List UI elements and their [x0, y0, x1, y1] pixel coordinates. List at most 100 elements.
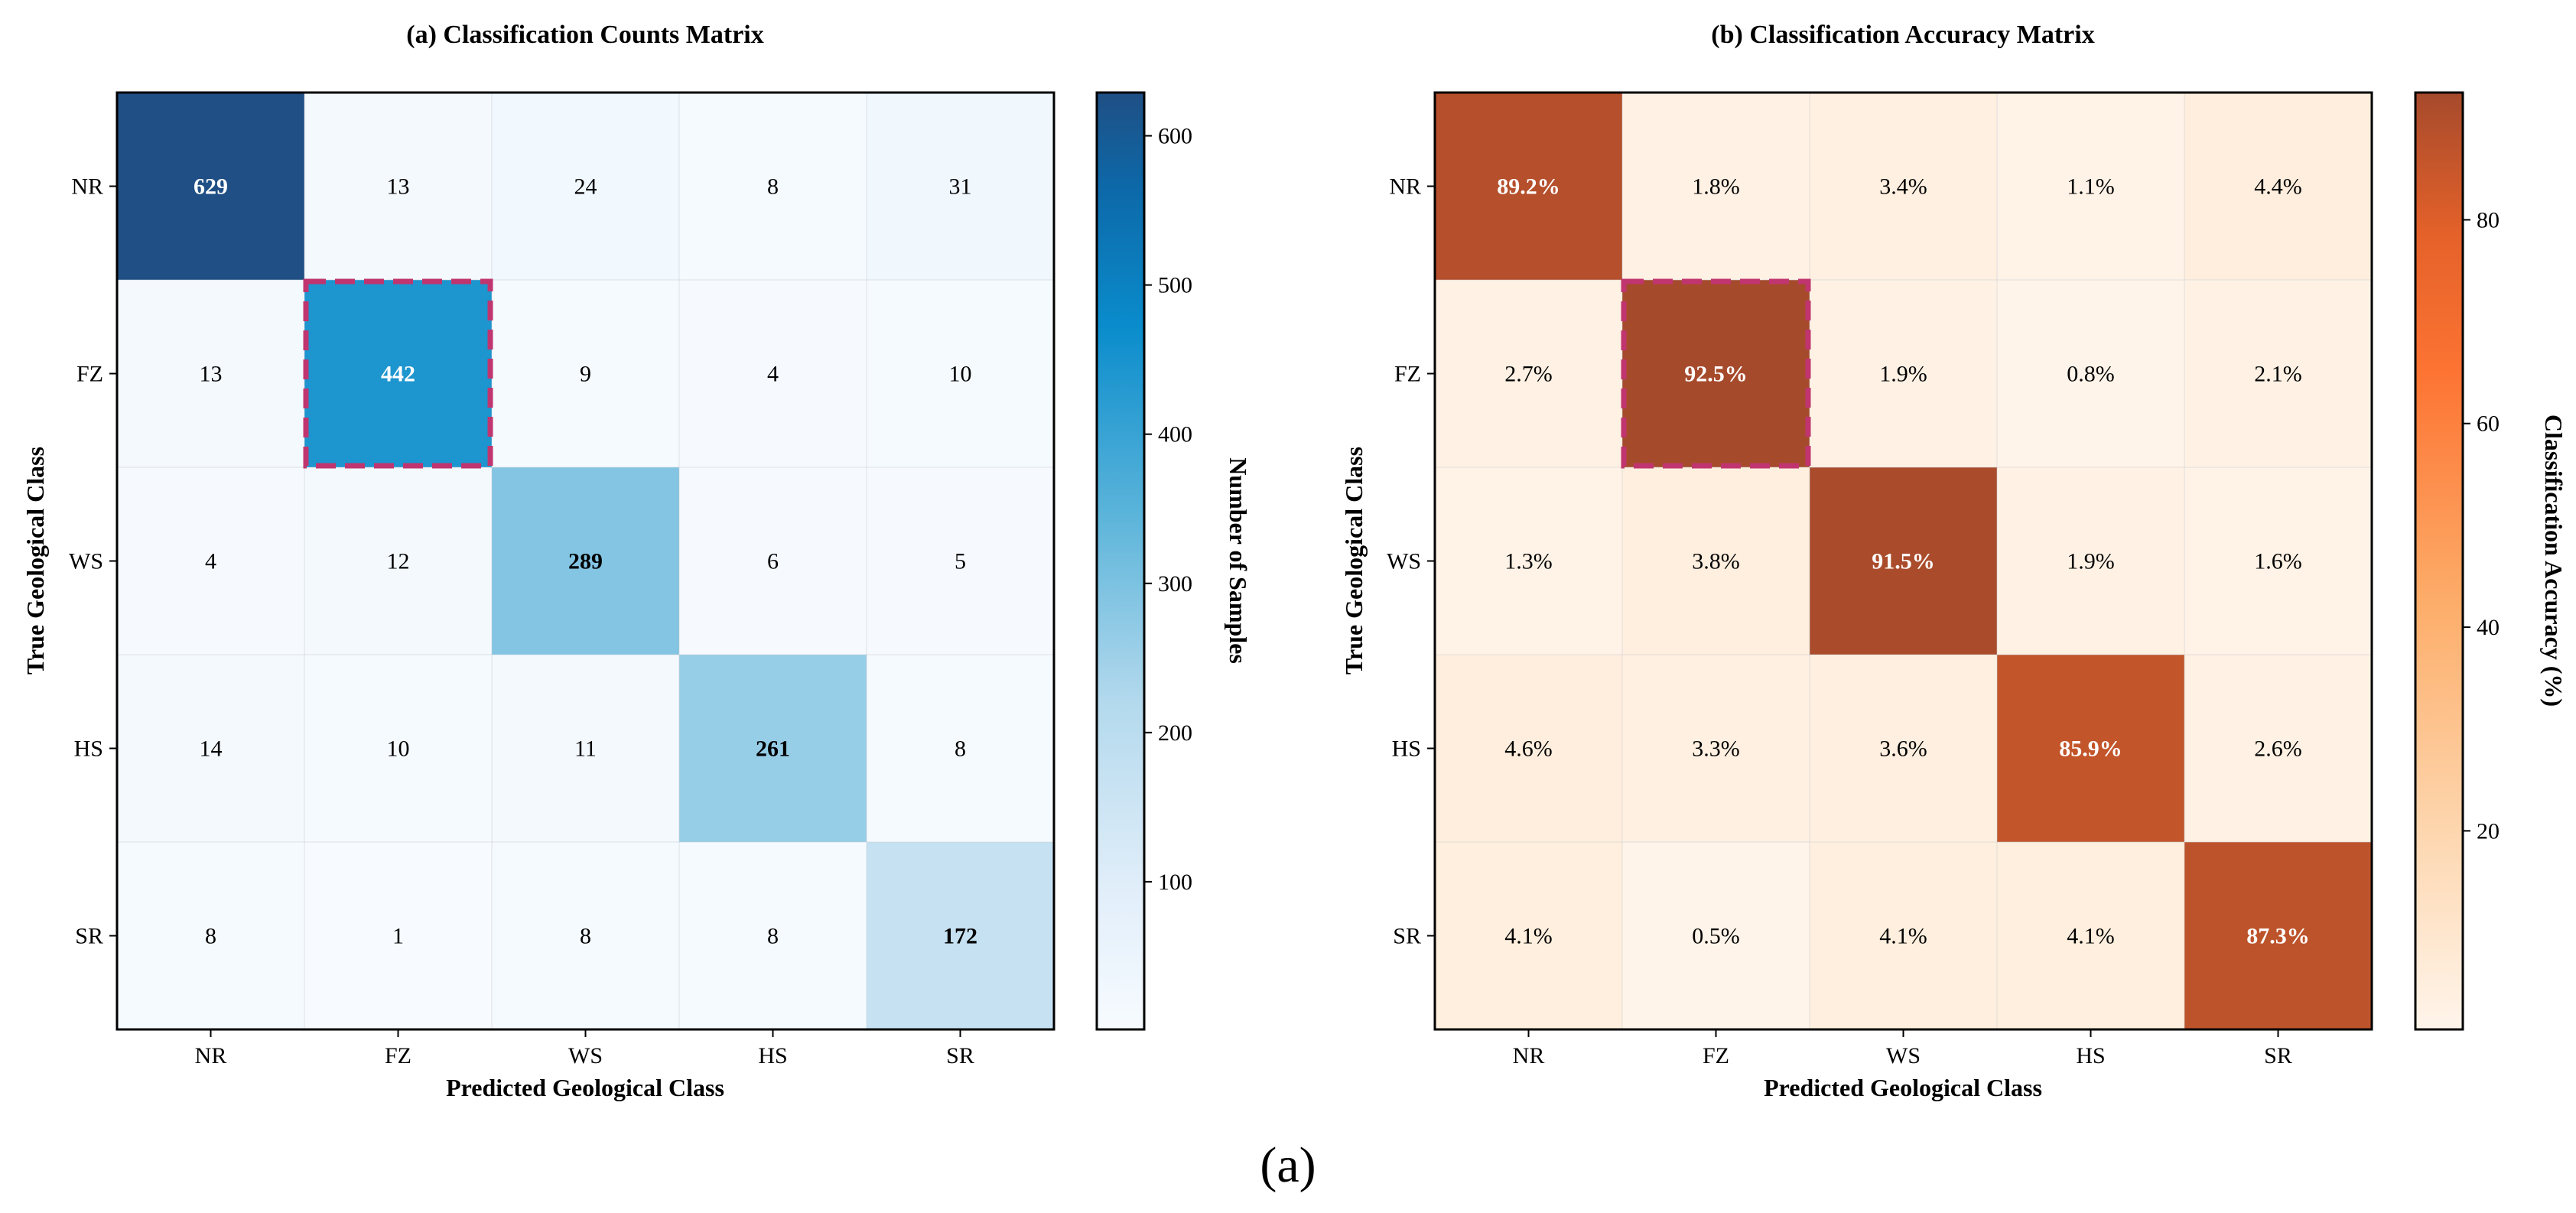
heatmap-cell — [679, 655, 867, 843]
heatmap-cell — [1435, 280, 1623, 468]
heatmap-cells: 89.2% 1.8% 3.4% 1.1% 4.4% 2.7% 92.5% 1.9% 0.8% 2.… — [1435, 93, 2373, 1030]
colorbar-tick-label: 20 — [2477, 818, 2500, 844]
data-label: 2.7% — [1504, 362, 1553, 387]
heatmap-cell — [867, 655, 1055, 843]
highlight-box — [1621, 278, 1811, 469]
heatmap-cell — [117, 93, 305, 281]
accuracy-matrix-panel: (b) Classification Accuracy Matrix 89.2%… — [1340, 21, 2568, 1101]
colorbar-label: Classification Accuracy (%) — [2540, 415, 2568, 707]
data-label: 5 — [955, 549, 966, 574]
data-label: 3.4% — [1879, 174, 1927, 200]
data-label: 91.5% — [1872, 549, 1935, 574]
data-label: 31 — [949, 174, 972, 200]
data-label: 10 — [387, 737, 410, 762]
heatmap-cell — [492, 655, 680, 843]
data-label: 14 — [200, 737, 223, 762]
heatmap-cell — [867, 93, 1055, 281]
x-tick-label: WS — [1886, 1043, 1921, 1068]
data-label: 172 — [943, 924, 977, 949]
data-label: 13 — [200, 362, 223, 387]
heatmap-cells: 629 13 24 8 31 13 442 9 4 10 4 12 289 6 5 14 10 11 261 8 8 1 8… — [117, 93, 1055, 1030]
heatmap-cell — [492, 93, 680, 281]
data-label: 261 — [756, 737, 790, 762]
heatmap-cell — [117, 842, 305, 1030]
data-label: 4.1% — [1504, 924, 1553, 949]
heatmap-cell — [304, 842, 493, 1030]
x-axis-label: Predicted Geological Class — [446, 1074, 724, 1101]
y-tick-label: SR — [1393, 924, 1421, 949]
chart-title: (a) Classification Counts Matrix — [406, 21, 763, 49]
data-label: 8 — [580, 924, 591, 949]
y-axis-label: True Geological Class — [1340, 447, 1368, 675]
y-tick-label: NR — [71, 174, 103, 200]
heatmap-cell — [2184, 842, 2373, 1030]
data-label: 12 — [387, 549, 410, 574]
heatmap-cell — [117, 655, 305, 843]
heatmap-cell — [2184, 467, 2373, 655]
data-label: 4.1% — [2067, 924, 2115, 949]
heatmap-cell — [2184, 93, 2373, 281]
heatmap-cell — [1435, 655, 1623, 843]
heatmap-cell — [679, 280, 867, 468]
data-label: 1.9% — [1879, 362, 1927, 387]
heatmap-cell — [2184, 280, 2373, 468]
data-label: 1 — [392, 924, 404, 949]
data-label: 0.8% — [2067, 362, 2115, 387]
data-label: 89.2% — [1497, 174, 1560, 200]
counts-matrix-panel: (a) Classification Counts Matrix 629 13 24… — [21, 21, 1252, 1101]
y-tick-label: HS — [1392, 737, 1421, 762]
data-label: 3.8% — [1692, 549, 1740, 574]
y-tick-labels: NR FZ WS HS SR — [1387, 174, 1435, 949]
heatmap-cell — [1810, 280, 1998, 468]
heatmap-cell — [1810, 467, 1998, 655]
x-tick-label: FZ — [385, 1043, 411, 1068]
data-label: 6 — [767, 549, 779, 574]
figure-caption: (a) — [1260, 1137, 1316, 1193]
data-label: 11 — [574, 737, 597, 762]
heatmap-cell — [2184, 655, 2373, 843]
heatmap-cell — [679, 467, 867, 655]
data-label: 24 — [574, 174, 597, 200]
data-label: 4.6% — [1504, 737, 1553, 762]
data-label: 9 — [580, 362, 591, 387]
data-label: 8 — [955, 737, 966, 762]
highlight-box — [303, 278, 493, 469]
heatmap-cell — [867, 280, 1055, 468]
data-label: 87.3% — [2246, 924, 2310, 949]
colorbar — [2414, 91, 2464, 1031]
heatmap-cell — [1997, 467, 2185, 655]
data-label: 4.1% — [1879, 924, 1927, 949]
heatmap-cell — [1435, 467, 1623, 655]
x-tick-label: NR — [195, 1043, 227, 1068]
heatmap-cell — [1622, 93, 1810, 281]
data-label: 8 — [767, 924, 779, 949]
heatmap-cell — [867, 842, 1055, 1030]
x-axis-label: Predicted Geological Class — [1764, 1074, 2042, 1101]
data-label: 0.5% — [1692, 924, 1740, 949]
x-tick-label: WS — [568, 1043, 603, 1068]
y-tick-label: WS — [1387, 549, 1421, 574]
x-tick-label: SR — [2264, 1043, 2292, 1068]
x-tick-label: HS — [2076, 1043, 2105, 1068]
colorbar-tick-label: 500 — [1158, 273, 1192, 298]
data-label: 3.3% — [1692, 737, 1740, 762]
data-label: 442 — [381, 362, 415, 387]
colorbar-tick-label: 40 — [2477, 615, 2500, 640]
heatmap-cell — [304, 655, 493, 843]
colorbar-tick-label: 200 — [1158, 720, 1192, 746]
y-tick-label: SR — [75, 924, 103, 949]
y-tick-label: FZ — [1394, 362, 1421, 387]
x-tick-label: SR — [946, 1043, 974, 1068]
colorbar-tick-label: 80 — [2477, 207, 2500, 233]
heatmap-cell — [492, 467, 680, 655]
x-tick-label: NR — [1513, 1043, 1545, 1068]
y-axis-label: True Geological Class — [21, 447, 49, 675]
heatmap-cell — [117, 280, 305, 468]
heatmap-cell — [304, 467, 493, 655]
colorbar-ticks: 100 200 300 400 500 600 — [1144, 124, 1192, 895]
heatmap-cell — [1622, 280, 1810, 468]
data-label: 1.9% — [2067, 549, 2115, 574]
data-label: 3.6% — [1879, 737, 1927, 762]
heatmap-cell — [1435, 93, 1623, 281]
colorbar-tick-label: 60 — [2477, 411, 2500, 437]
